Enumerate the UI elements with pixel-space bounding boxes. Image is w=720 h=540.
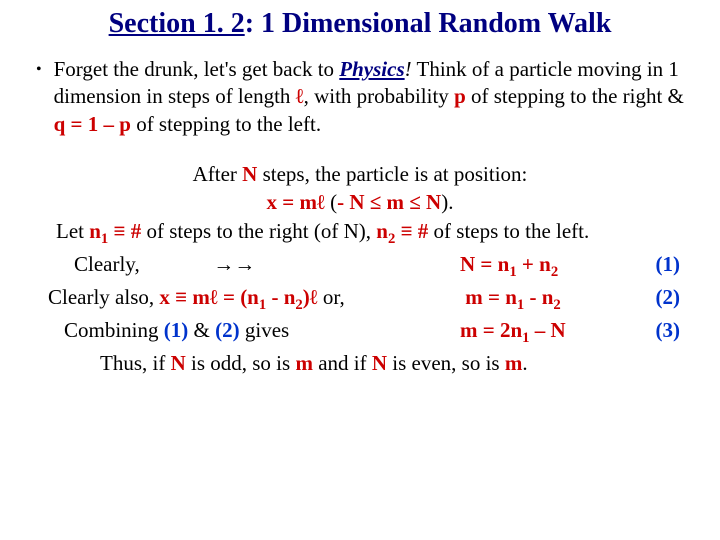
physics-word: Physics [339,57,404,81]
t: Let [56,219,89,243]
t: ). [441,190,453,214]
t: Clearly, [74,252,140,276]
t: Forget the drunk, let's get back to [54,57,340,81]
eq-row-2: Clearly also, x ≡ mℓ = (n1 - n2)ℓ or, m … [30,283,690,316]
expr: x ≡ mℓ = (n1 - n2)ℓ [159,285,317,309]
t: Thus, if [100,351,171,375]
range: - N ≤ m ≤ N [337,190,441,214]
t: Combining [64,318,164,342]
eq-row-3: Combining (1) & (2) gives m = 2n1 – N (3… [30,316,690,349]
t: Clearly also, [48,285,159,309]
p: p [454,84,466,108]
t: steps, the particle is at position: [257,162,527,186]
line-after-n: After N steps, the particle is at positi… [30,160,690,188]
t: n [89,219,101,243]
rhs: N = n1 + n2 [460,250,630,283]
x-eq: x = mℓ [267,190,331,214]
n1: n1 ≡ # [89,219,146,243]
t: or, [318,285,345,309]
t: + n [517,252,551,276]
q: q = 1 – p [54,112,131,136]
n-red: N [242,162,257,186]
m: m [295,351,313,375]
eq-num: (3) [630,316,680,349]
t: & [188,318,215,342]
slide: Section 1. 2: 1 Dimensional Random Walk … [0,0,720,377]
t: m = 2 [460,318,510,342]
t: - n [266,285,295,309]
t: gives [240,318,290,342]
t: n [376,219,388,243]
t: m = n [465,285,517,309]
line-let: Let n1 ≡ # of steps to the right (of N),… [30,217,690,250]
line-x-eq: x = mℓ (- N ≤ m ≤ N). [30,188,690,216]
rhs: m = n1 - n2 [460,283,630,316]
t: x ≡ mℓ = (n [159,285,258,309]
body: After N steps, the particle is at positi… [30,160,690,377]
lhs: Combining (1) & (2) gives [64,316,460,349]
sub: 2 [551,264,558,280]
t: n [510,318,522,342]
ell: ℓ [296,84,304,108]
sub: 2 [553,297,560,313]
t: and if [313,351,372,375]
sub: 1 [522,330,529,346]
lhs: Clearly also, x ≡ mℓ = (n1 - n2)ℓ or, [48,283,460,316]
t: , with probability [304,84,455,108]
t: of stepping to the left. [131,112,321,136]
sub: 1 [509,264,516,280]
bang: ! [405,57,412,81]
arrow: →→ [213,252,255,276]
eq-num: (2) [630,283,680,316]
t: . [522,351,527,375]
t: - n [524,285,553,309]
sub: 2 [295,297,302,313]
rhs: m = 2n1 – N [460,316,630,349]
N: N [171,351,186,375]
ref1: (1) [164,318,189,342]
t: After [193,162,243,186]
title-rest: : 1 Dimensional Random Walk [245,8,612,39]
t: is odd, so is [186,351,296,375]
eq-row-1: Clearly, →→ N = n1 + n2 (1) [30,250,690,283]
lhs: Clearly, →→ [74,250,460,283]
N2: N [372,351,387,375]
t: ≡ # [395,219,433,243]
eq-num: (1) [630,250,680,283]
line-thus: Thus, if N is odd, so is m and if N is e… [30,349,690,377]
n2: n2 ≡ # [376,219,433,243]
t: ≡ # [108,219,146,243]
bullet-dot: • [36,60,42,81]
t: of stepping to the right & [466,84,684,108]
bullet-1: • Forget the drunk, let's get back to Ph… [30,56,690,138]
t: )ℓ [303,285,318,309]
t: N = n [460,252,509,276]
ref2: (2) [215,318,240,342]
t: of steps to the left. [434,219,590,243]
title-section: Section 1. 2 [109,8,245,39]
m2: m [505,351,523,375]
t: – N [530,318,566,342]
t: is even, so is [387,351,505,375]
bullet-text: Forget the drunk, let's get back to Phys… [54,56,690,138]
t: of steps to the right (of N), [146,219,376,243]
slide-title: Section 1. 2: 1 Dimensional Random Walk [30,8,690,40]
